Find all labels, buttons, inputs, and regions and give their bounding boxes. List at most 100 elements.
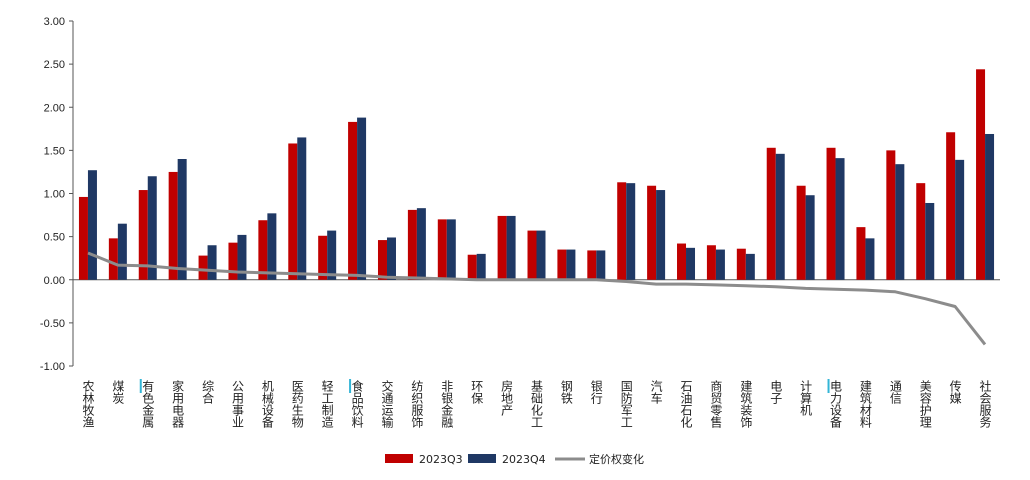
bar-2023Q4-机械设备	[267, 213, 277, 280]
legend-swatch	[468, 454, 496, 463]
bar-2023Q4-房地产	[506, 215, 516, 280]
y-tick-label: 1.00	[44, 189, 65, 201]
bar-2023Q3-通信	[886, 150, 896, 280]
y-tick-label: 1.50	[44, 145, 65, 157]
bar-2023Q3-汽车	[647, 185, 657, 280]
bar-2023Q3-煤炭	[108, 238, 118, 280]
legend-label: 定价权变化	[589, 452, 644, 466]
y-axis: 3.00 2.50 2.00 1.50 1.00 0.50 0.00 -0.50 -1.00	[40, 16, 1000, 373]
x-category-label: 通信	[888, 380, 902, 405]
bar-2023Q3-有色金属	[138, 190, 148, 280]
bar-2023Q3-机械设备	[258, 220, 268, 280]
bar-2023Q4-通信	[895, 164, 905, 280]
highlight-marker	[827, 379, 830, 393]
bar-2023Q4-国防军工	[626, 183, 636, 280]
highlight-marker	[139, 379, 142, 393]
bar-2023Q4-食品饮料	[357, 117, 367, 280]
bar-2023Q3-国防军工	[617, 182, 627, 280]
bar-2023Q3-综合	[198, 255, 208, 280]
x-category-label: 建筑材料	[858, 380, 872, 428]
bar-2023Q4-电力设备	[835, 158, 845, 280]
bar-2023Q4-传媒	[955, 159, 965, 280]
bar-2023Q3-电子	[766, 147, 776, 280]
x-category-label: 传媒	[948, 379, 962, 404]
bar-2023Q4-家用电器	[177, 159, 187, 280]
bar-2023Q3-电力设备	[826, 147, 836, 280]
x-category-label: 综合	[201, 380, 215, 404]
x-category-label: 美容护理	[918, 380, 932, 428]
bar-2023Q3-交通运输	[377, 240, 387, 280]
bar-2023Q3-石油石化	[677, 243, 687, 280]
x-category-label: 石油石化	[679, 380, 693, 429]
y-tick-label: 2.00	[44, 102, 65, 114]
x-category-label: 计算机	[799, 380, 813, 416]
x-category-label: 银行	[589, 380, 603, 404]
x-category-label: 汽车	[649, 379, 663, 405]
y-tick-label: 2.50	[44, 59, 65, 71]
bar-2023Q4-医药生物	[297, 137, 307, 280]
bar-2023Q4-计算机	[805, 195, 815, 280]
y-tick-label: -0.50	[40, 318, 65, 330]
bar-2023Q3-银行	[587, 250, 597, 280]
bar-2023Q4-农林牧渔	[87, 170, 97, 280]
bar-2023Q3-钢铁	[557, 249, 567, 280]
bar-2023Q4-环保	[476, 253, 486, 280]
bar-2023Q4-综合	[207, 245, 217, 280]
bar-2023Q4-电子	[775, 153, 785, 280]
bar-2023Q4-基础化工	[536, 230, 546, 280]
bar-2023Q3-美容护理	[916, 183, 926, 280]
x-category-label: 社会服务	[978, 379, 992, 428]
legend: 2023Q3 2023Q4 定价权变化	[385, 452, 644, 466]
x-category-label: 电子	[769, 380, 783, 404]
bar-2023Q4-有色金属	[147, 176, 157, 280]
highlight-marker	[349, 379, 352, 393]
y-tick-label: 0.00	[44, 275, 65, 287]
x-category-label: 公用事业	[230, 380, 244, 428]
bar-2023Q4-社会服务	[985, 133, 995, 280]
bar-2023Q3-社会服务	[976, 69, 986, 280]
bar-2023Q3-建筑装饰	[736, 248, 746, 280]
x-category-label: 电力设备	[829, 380, 843, 429]
bar-2023Q4-石油石化	[686, 247, 696, 280]
bar-2023Q4-纺织服饰	[416, 208, 426, 280]
bar-2023Q4-钢铁	[566, 249, 576, 280]
x-category-label: 食品饮料	[350, 379, 364, 428]
x-axis-labels: 农林牧渔 煤炭 有色金属 家用电器 综合 公用事业 机械设备 医药生物 轻工制造 食品饮料 交通运输…	[81, 379, 992, 429]
x-category-label: 轻工制造	[320, 380, 334, 428]
x-category-label: 商贸零售	[709, 379, 723, 428]
bar-2023Q3-医药生物	[288, 143, 298, 280]
legend-label: 2023Q4	[502, 453, 546, 466]
bar-2023Q3-农林牧渔	[78, 196, 88, 280]
x-category-label: 机械设备	[260, 380, 274, 429]
bar-2023Q3-食品饮料	[348, 121, 358, 280]
x-category-label: 环保	[470, 380, 484, 404]
bar-2023Q3-家用电器	[168, 171, 178, 280]
bar-2023Q3-公用事业	[228, 242, 238, 280]
bar-2023Q3-环保	[467, 254, 477, 280]
y-tick-label: 0.50	[44, 232, 65, 244]
x-category-label: 房地产	[500, 379, 514, 417]
bar-2023Q4-交通运输	[386, 237, 396, 280]
bar-2023Q3-轻工制造	[318, 235, 328, 280]
x-category-label: 煤炭	[111, 380, 125, 405]
bar-2023Q4-银行	[596, 250, 606, 280]
x-category-label: 建筑装饰	[739, 380, 753, 428]
bar-2023Q4-轻工制造	[327, 230, 337, 280]
x-category-label: 非银金融	[440, 380, 454, 429]
bar-2023Q4-公用事业	[237, 234, 247, 280]
x-category-label: 纺织服饰	[410, 380, 424, 428]
x-category-label: 钢铁	[559, 380, 573, 404]
legend-label: 2023Q3	[419, 453, 463, 466]
bar-2023Q3-计算机	[796, 185, 806, 280]
bar-2023Q3-商贸零售	[706, 245, 716, 280]
y-tick-label: -1.00	[40, 361, 65, 373]
x-category-label: 基础化工	[530, 380, 544, 428]
bar-2023Q4-建筑装饰	[745, 253, 755, 280]
bar-2023Q3-传媒	[946, 132, 956, 280]
x-category-label: 交通运输	[380, 379, 394, 429]
bar-2023Q4-煤炭	[117, 223, 127, 280]
bar-2023Q4-非银金融	[446, 219, 456, 280]
bar-2023Q4-建筑材料	[865, 238, 875, 280]
legend-swatch	[385, 454, 413, 463]
